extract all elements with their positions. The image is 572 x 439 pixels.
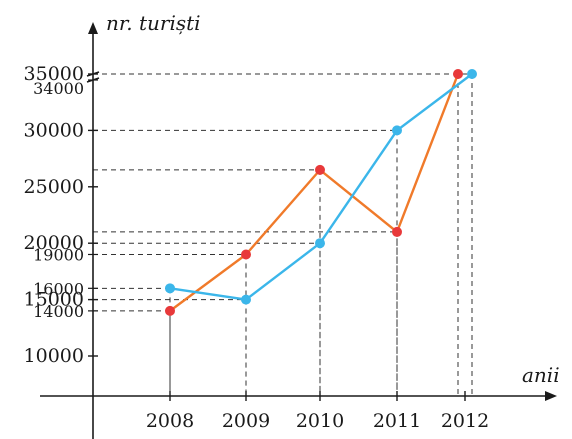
x-tick-label: 2010 (296, 410, 344, 432)
data-point (165, 305, 175, 316)
data-point (392, 226, 402, 237)
x-axis-arrow (545, 391, 557, 401)
x-tick-label: 2012 (441, 410, 489, 432)
x-axis-label: anii (522, 363, 560, 387)
data-point (165, 283, 175, 294)
data-point (241, 294, 251, 305)
y-tick-label: 25000 (24, 176, 84, 198)
y-tick-label: 10000 (24, 345, 84, 367)
data-point (453, 69, 463, 79)
series-line (169, 73, 473, 301)
y-axis-arrow (88, 22, 98, 34)
y-tick-label: 30000 (24, 119, 84, 141)
y-tick-label: 14000 (33, 302, 84, 321)
y-tick-label: 35000 (24, 63, 84, 85)
y-tick-label: 19000 (33, 245, 84, 264)
y-tick-label: 15000 (24, 289, 84, 311)
data-point (241, 249, 251, 260)
y-tick-label: 34000 (33, 79, 84, 98)
x-tick-label: 2008 (146, 410, 194, 432)
data-point (315, 164, 325, 175)
data-point (467, 69, 477, 79)
y-tick-label: 20000 (24, 232, 84, 254)
series-line (169, 73, 460, 312)
y-tick-label: 16000 (33, 279, 84, 298)
x-tick-label: 2011 (373, 410, 421, 432)
data-point (392, 125, 402, 136)
x-tick-label: 2009 (222, 410, 270, 432)
y-axis-label: nr. turiști (106, 11, 201, 35)
data-point (315, 238, 325, 249)
